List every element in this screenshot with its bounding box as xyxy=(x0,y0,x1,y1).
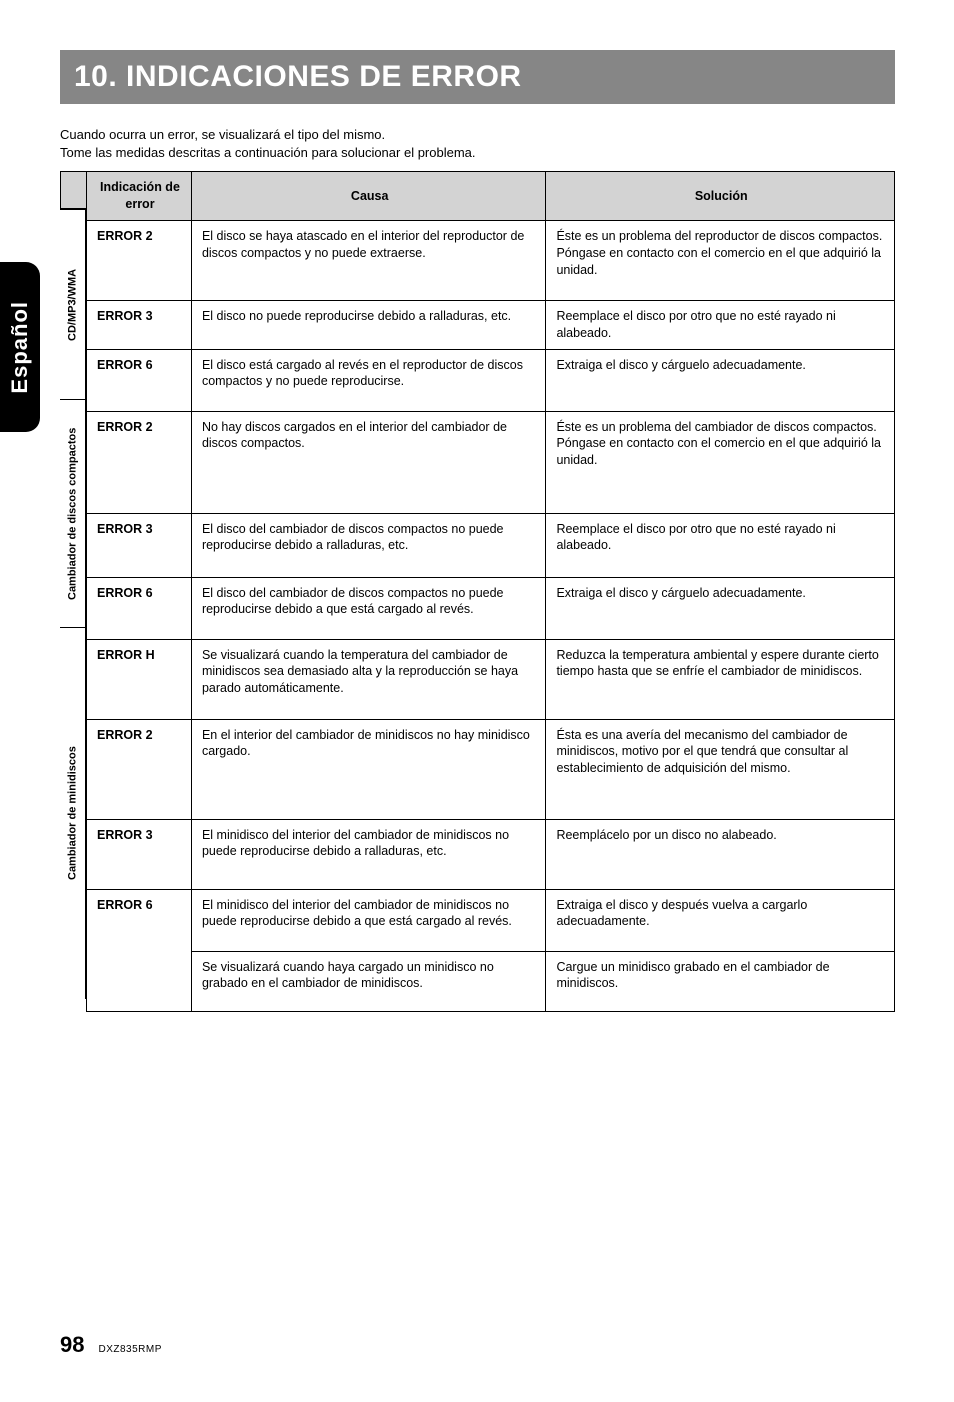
error-cause: Se visualizará cuando haya cargado un mi… xyxy=(191,951,546,1011)
table-header-row: Indicación de error Causa Solución xyxy=(87,172,895,221)
error-cause: El disco del cambiador de discos compact… xyxy=(191,577,546,639)
error-solution: Reemplace el disco por otro que no esté … xyxy=(546,300,895,349)
table-row: ERROR 2 No hay discos cargados en el int… xyxy=(87,411,895,513)
error-cause: El minidisco del interior del cambiador … xyxy=(191,819,546,889)
side-label-cd: CD/MP3/WMA xyxy=(60,209,86,399)
title-bar: 10. INDICACIONES DE ERROR xyxy=(60,50,895,104)
table-row: ERROR 3 El disco no puede reproducirse d… xyxy=(87,300,895,349)
error-solution: Reemplácelo por un disco no alabeado. xyxy=(546,819,895,889)
page-number: 98 xyxy=(60,1332,84,1358)
error-code: ERROR 6 xyxy=(87,577,192,639)
side-corner xyxy=(60,171,86,209)
error-solution: Extraiga el disco y cárguelo adecuadamen… xyxy=(546,577,895,639)
error-code: ERROR 6 xyxy=(87,889,192,1011)
col-header-causa: Causa xyxy=(191,172,546,221)
error-solution: Reemplace el disco por otro que no esté … xyxy=(546,513,895,577)
error-cause: El minidisco del interior del cambiador … xyxy=(191,889,546,951)
side-label-cdc: Cambiador de discos compactos xyxy=(60,399,86,627)
language-label: Español xyxy=(7,301,33,394)
table-row: ERROR 6 El minidisco del interior del ca… xyxy=(87,889,895,951)
table-row: ERROR 2 El disco se haya atascado en el … xyxy=(87,220,895,300)
error-solution: Ésta es una avería del mecanismo del cam… xyxy=(546,719,895,819)
error-code: ERROR 2 xyxy=(87,411,192,513)
error-solution: Extraiga el disco y cárguelo adecuadamen… xyxy=(546,349,895,411)
error-solution: Éste es un problema del reproductor de d… xyxy=(546,220,895,300)
error-code: ERROR 2 xyxy=(87,220,192,300)
error-cause: En el interior del cambiador de minidisc… xyxy=(191,719,546,819)
side-labels-column: CD/MP3/WMA Cambiador de discos compactos… xyxy=(60,171,86,1012)
col-header-indicacion: Indicación de error xyxy=(87,172,192,221)
model-label: DXZ835RMP xyxy=(98,1344,161,1355)
page-title: 10. INDICACIONES DE ERROR xyxy=(74,60,522,94)
error-code: ERROR 3 xyxy=(87,513,192,577)
error-cause: El disco no puede reproducirse debido a … xyxy=(191,300,546,349)
error-code: ERROR H xyxy=(87,639,192,719)
error-cause: No hay discos cargados en el interior de… xyxy=(191,411,546,513)
table-row: ERROR 3 El minidisco del interior del ca… xyxy=(87,819,895,889)
intro-line: Tome las medidas descritas a continuació… xyxy=(60,144,954,162)
col-header-solucion: Solución xyxy=(546,172,895,221)
error-code: ERROR 6 xyxy=(87,349,192,411)
error-code: ERROR 3 xyxy=(87,300,192,349)
error-solution: Cargue un minidisco grabado en el cambia… xyxy=(546,951,895,1011)
table-row: ERROR H Se visualizará cuando la tempera… xyxy=(87,639,895,719)
error-code: ERROR 2 xyxy=(87,719,192,819)
error-cause: El disco del cambiador de discos compact… xyxy=(191,513,546,577)
table-row: ERROR 3 El disco del cambiador de discos… xyxy=(87,513,895,577)
error-code: ERROR 3 xyxy=(87,819,192,889)
error-table-wrap: CD/MP3/WMA Cambiador de discos compactos… xyxy=(60,171,895,1012)
error-cause: El disco se haya atascado en el interior… xyxy=(191,220,546,300)
error-solution: Reduzca la temperatura ambiental y esper… xyxy=(546,639,895,719)
table-row: ERROR 6 El disco está cargado al revés e… xyxy=(87,349,895,411)
error-table: Indicación de error Causa Solución ERROR… xyxy=(86,171,895,1012)
error-cause: Se visualizará cuando la temperatura del… xyxy=(191,639,546,719)
intro-line: Cuando ocurra un error, se visualizará e… xyxy=(60,126,954,144)
intro-text: Cuando ocurra un error, se visualizará e… xyxy=(60,126,954,161)
error-solution: Éste es un problema del cambiador de dis… xyxy=(546,411,895,513)
table-row: ERROR 2 En el interior del cambiador de … xyxy=(87,719,895,819)
error-cause: El disco está cargado al revés en el rep… xyxy=(191,349,546,411)
page-footer: 98 DXZ835RMP xyxy=(60,1332,162,1358)
side-label-mdc: Cambiador de minidiscos xyxy=(60,627,86,999)
language-tab: Español xyxy=(0,262,40,432)
error-solution: Extraiga el disco y después vuelva a car… xyxy=(546,889,895,951)
table-row: Se visualizará cuando haya cargado un mi… xyxy=(87,951,895,1011)
table-row: ERROR 6 El disco del cambiador de discos… xyxy=(87,577,895,639)
